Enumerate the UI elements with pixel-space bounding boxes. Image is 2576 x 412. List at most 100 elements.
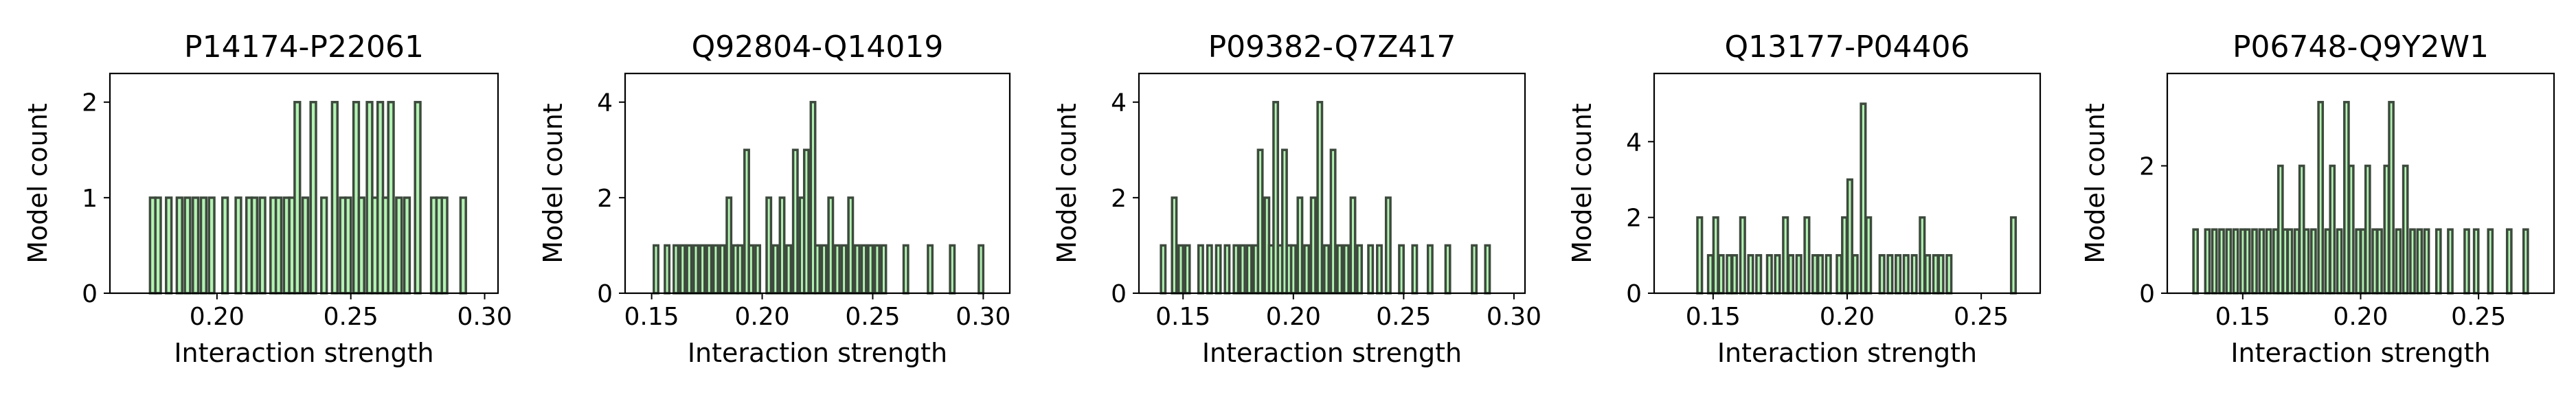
histogram-bar <box>1865 216 1873 295</box>
histogram-bar <box>2388 100 2395 295</box>
histogram-bar <box>736 244 744 295</box>
histogram-bar <box>1765 254 1773 295</box>
x-tick-label: 0.30 <box>1487 303 1541 331</box>
histogram-bar <box>1717 254 1725 295</box>
histogram-bar <box>705 244 713 295</box>
histogram-bar <box>2402 164 2409 295</box>
y-tick-label: 2 <box>82 89 98 117</box>
histogram-panel-1: 0.20 0.25 0.30 0 1 2 P14174-P22061 Interaction … <box>23 30 512 368</box>
histogram-bar <box>183 196 192 295</box>
panel-title: P14174-P22061 <box>184 30 424 65</box>
histogram-bar <box>1811 254 1819 295</box>
panel-title: Q13177-P04406 <box>1725 30 1970 65</box>
histogram-bar <box>754 244 762 295</box>
histogram-bar <box>927 244 934 295</box>
histogram-bar <box>1841 216 1849 295</box>
histogram-bar <box>2225 228 2233 295</box>
x-axis-label: Interaction strength <box>1717 338 1977 368</box>
y-tick-label: 2 <box>2139 152 2155 181</box>
x-tick-label: 0.20 <box>1266 303 1321 331</box>
histogram-bar <box>765 196 773 295</box>
histogram-bar <box>330 100 339 295</box>
histogram-bar <box>1835 254 1843 295</box>
x-tick-label: 0.25 <box>1954 303 2009 331</box>
histogram-bar <box>1384 196 1392 295</box>
histogram-bar <box>692 244 699 295</box>
histogram-bar <box>664 244 671 295</box>
histogram-bar <box>778 196 786 295</box>
histogram-bar <box>679 244 686 295</box>
histogram-bar <box>2265 228 2272 295</box>
histogram-bar <box>199 196 208 295</box>
y-tick-label: 0 <box>1626 280 1642 308</box>
x-tick-label: 0.15 <box>1155 303 1210 331</box>
histogram-bar <box>403 196 411 295</box>
histogram-bar <box>1937 254 1945 295</box>
histogram-bar <box>414 100 422 295</box>
histogram-bar <box>833 244 841 295</box>
histogram-bar <box>873 244 881 295</box>
histogram-bar <box>1303 244 1311 295</box>
histogram-bar <box>274 196 283 295</box>
histogram-bar <box>309 100 317 295</box>
x-tick-label: 0.25 <box>2451 303 2506 331</box>
y-tick-label: 2 <box>1111 185 1127 213</box>
histogram-bar <box>1411 244 1419 295</box>
histogram-bar <box>814 244 821 295</box>
histogram-bar <box>1816 254 1824 295</box>
histogram-bar <box>719 244 726 295</box>
histogram-bar <box>293 100 302 295</box>
histogram-bar <box>1706 254 1714 295</box>
histogram-bar <box>1924 254 1932 295</box>
histogram-bar <box>2364 164 2371 295</box>
panel-title: P06748-Q9Y2W1 <box>2233 30 2489 65</box>
y-tick-label: 0 <box>2139 280 2155 308</box>
histogram-bar <box>301 196 310 295</box>
x-tick-label: 0.30 <box>457 303 512 331</box>
histogram-bar <box>1851 254 1859 295</box>
histogram-bar <box>1803 216 1811 295</box>
histogram-bar <box>1886 254 1894 295</box>
histogram-bar <box>1309 196 1317 295</box>
histogram-bar <box>387 100 395 295</box>
histogram-bar <box>1316 100 1324 295</box>
histogram-bar <box>1197 244 1204 295</box>
histogram-bar <box>357 196 365 295</box>
histogram-bar <box>2395 228 2402 295</box>
histogram-bar <box>1471 244 1478 295</box>
histogram-bar <box>785 244 793 295</box>
panel-title: Q92804-Q14019 <box>692 30 944 65</box>
histogram-bar <box>1932 254 1939 295</box>
histogram-bar <box>440 196 449 295</box>
histogram-bar <box>1336 244 1344 295</box>
histogram-bar <box>860 244 868 295</box>
y-axis-label: Model count <box>1567 103 1597 263</box>
histogram-bar <box>221 196 229 295</box>
histogram-bar <box>1846 178 1853 295</box>
x-tick-label: 0.20 <box>2333 303 2388 331</box>
histogram-bar <box>686 244 693 295</box>
histogram-bar <box>2009 216 2018 295</box>
histogram-bar <box>880 244 888 295</box>
histogram-bar <box>2447 228 2454 295</box>
y-axis-label: Model count <box>538 103 568 263</box>
y-tick-label: 0 <box>597 280 613 308</box>
histogram-bar <box>1878 254 1886 295</box>
histogram-bar <box>344 196 352 295</box>
x-axis-label: Interaction strength <box>174 338 433 368</box>
histogram-bar <box>1376 244 1383 295</box>
histogram-bar <box>1824 254 1832 295</box>
x-tick-label: 0.25 <box>1376 303 1431 331</box>
y-axis-label: Model count <box>2080 103 2110 263</box>
histogram-bar <box>1426 244 1434 295</box>
histogram-bar <box>1289 244 1297 295</box>
y-tick-label: 2 <box>1626 205 1642 233</box>
histogram-bar <box>2522 228 2529 295</box>
histogram-bar <box>2505 228 2513 295</box>
histogram-bar <box>1171 196 1178 295</box>
histogram-bar <box>1747 254 1754 295</box>
histogram-bar <box>673 244 679 295</box>
histogram-bar <box>2463 228 2470 295</box>
histogram-bar <box>320 196 328 295</box>
histogram-bar <box>771 244 779 295</box>
